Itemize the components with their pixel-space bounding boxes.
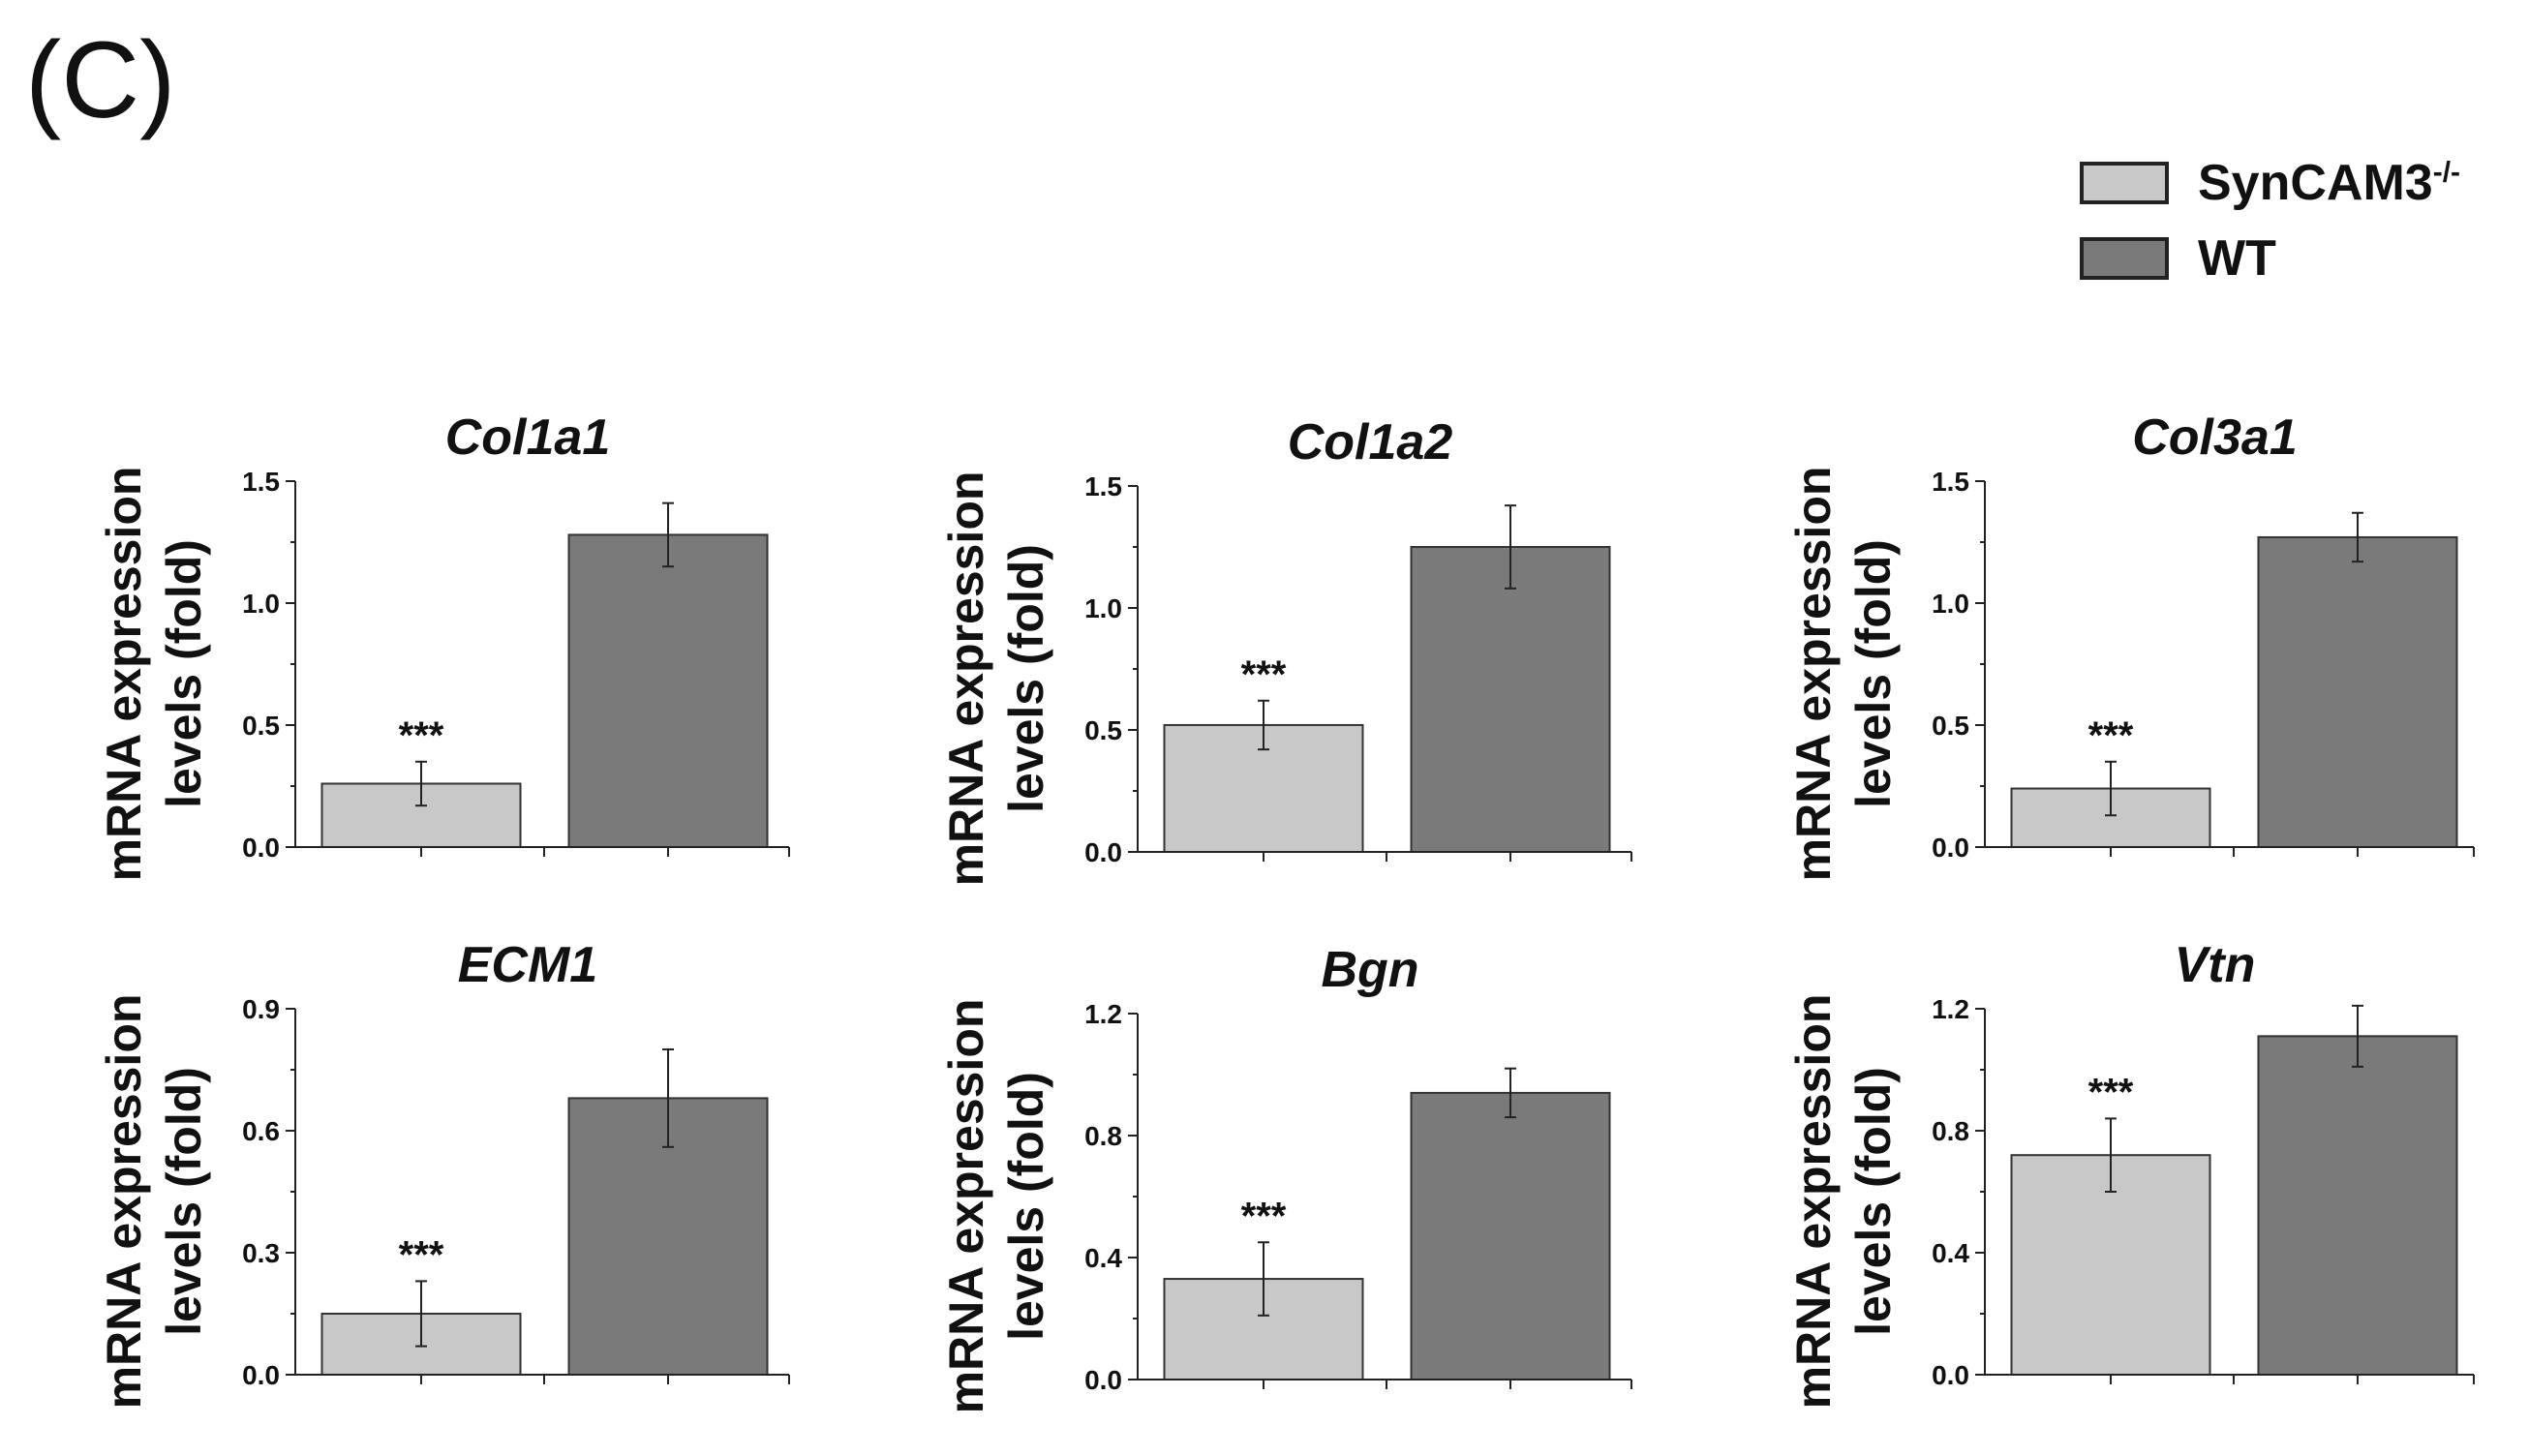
legend-swatch-wt: [2080, 237, 2169, 280]
chart-vtn: Vtn mRNA expression levels (fold) *** 0.0 0.4…: [1786, 937, 2475, 1410]
significance-marker: ***: [399, 1233, 444, 1276]
y-tick-label: 0.0: [1084, 1365, 1122, 1395]
y-tick-label: 1.5: [1932, 467, 1969, 497]
y-axis-label-line2: levels (fold): [999, 544, 1053, 813]
chart-title: ECM1: [458, 937, 597, 993]
y-tick-label: 0.3: [242, 1238, 280, 1268]
significance-marker: ***: [2088, 1071, 2134, 1113]
y-tick-label: 0.8: [1084, 1121, 1122, 1151]
significance-marker: ***: [1241, 1195, 1287, 1237]
chart-title: Bgn: [1321, 942, 1418, 998]
y-tick-label: 0.6: [242, 1116, 280, 1146]
y-tick-label: 1.0: [1932, 589, 1969, 619]
chart-col3a1: Col3a1 mRNA expression levels (fold) *** 0.0…: [1786, 410, 2475, 882]
y-tick-label: 0.5: [242, 711, 280, 741]
y-tick-label: 0.4: [1084, 1243, 1122, 1273]
y-tick-label: 0.9: [242, 994, 280, 1024]
y-tick-label: 1.2: [1084, 999, 1122, 1029]
bar-wt: [2257, 535, 2458, 849]
y-tick-label: 1.5: [242, 467, 280, 497]
y-axis-label-line1: mRNA expression: [939, 999, 993, 1414]
legend-swatch-syncam3: [2080, 162, 2169, 204]
y-tick-label: 0.0: [1932, 1360, 1969, 1390]
y-axis-label-line2: levels (fold): [999, 1072, 1053, 1341]
y-axis-label-line1: mRNA expression: [97, 994, 151, 1410]
y-axis-label-line2: levels (fold): [1846, 539, 1901, 808]
y-tick-label: 0.0: [242, 1360, 280, 1390]
y-tick-label: 0.5: [1932, 711, 1969, 741]
bar-wt: [1410, 546, 1611, 853]
y-tick-label: 0.8: [1932, 1116, 1969, 1146]
bar-wt: [1410, 1091, 1611, 1381]
y-axis-label-line1: mRNA expression: [97, 467, 151, 882]
y-axis-label-line2: levels (fold): [157, 1067, 211, 1336]
y-axis-label-line1: mRNA expression: [1786, 467, 1841, 882]
y-tick-label: 0.0: [1932, 833, 1969, 863]
y-axis-label-line2: levels (fold): [157, 539, 211, 808]
y-tick-label: 1.0: [1084, 593, 1122, 623]
y-tick-label: 0.5: [1084, 715, 1122, 745]
y-axis-label-line2: levels (fold): [1846, 1067, 1901, 1336]
legend-item-wt: WT: [2080, 221, 2460, 296]
y-tick-label: 0.0: [242, 833, 280, 863]
chart-col1a1: Col1a1 mRNA expression levels (fold) *** 0.0…: [97, 410, 790, 882]
y-axis-label-line1: mRNA expression: [1786, 994, 1841, 1410]
y-tick-label: 0.0: [1084, 837, 1122, 867]
y-tick-label: 0.4: [1932, 1238, 1969, 1268]
y-tick-label: 1.2: [1932, 994, 1969, 1024]
chart-title: Col3a1: [2132, 410, 2298, 466]
panel-label: (C): [25, 19, 176, 140]
y-tick-label: 1.5: [1084, 471, 1122, 501]
y-tick-label: 1.0: [242, 589, 280, 619]
chart-bgn: Bgn mRNA expression levels (fold) *** 0.0 0.4…: [939, 942, 1632, 1414]
chart-col1a2: Col1a2 mRNA expression levels (fold) *** 0.0…: [939, 414, 1632, 887]
bar-wt: [2257, 1035, 2458, 1376]
chart-title: Col1a1: [445, 410, 611, 466]
legend-item-syncam3: SynCAM3-/-: [2080, 145, 2460, 221]
significance-marker: ***: [2088, 714, 2134, 757]
significance-marker: ***: [399, 714, 444, 757]
chart-title: Vtn: [2175, 937, 2256, 993]
legend-label-syncam3: SynCAM3-/-: [2198, 155, 2461, 211]
legend-label-wt: WT: [2198, 230, 2276, 287]
chart-title: Col1a2: [1288, 414, 1453, 470]
bar-wt: [567, 533, 769, 848]
significance-marker: ***: [1241, 653, 1287, 696]
y-axis-label-line1: mRNA expression: [939, 471, 993, 887]
legend: SynCAM3-/- WT: [2080, 145, 2460, 296]
chart-ecm1: ECM1 mRNA expression levels (fold) *** 0.0 0.…: [97, 937, 790, 1410]
